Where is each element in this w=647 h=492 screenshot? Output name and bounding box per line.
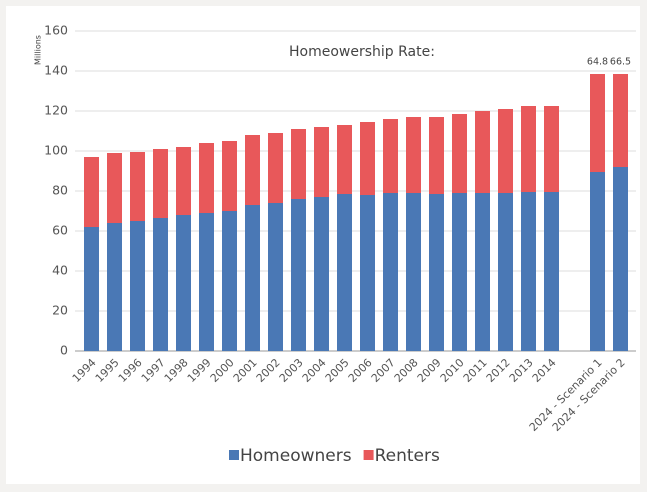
bar-segment [245, 205, 260, 351]
bar-segment [475, 111, 490, 193]
bar-segment [360, 195, 375, 351]
bar-segment [153, 218, 168, 351]
bar-segment [176, 147, 191, 215]
bar-segment [199, 143, 214, 213]
y-tick-label: 20 [52, 303, 68, 318]
y-tick-label: 0 [60, 343, 68, 358]
bar-segment [153, 149, 168, 218]
bar-segment [544, 192, 559, 351]
bar-segment [84, 227, 99, 351]
legend-swatch [229, 450, 239, 460]
bar-segment [314, 127, 329, 197]
bar-segment [199, 213, 214, 351]
bar-segment [383, 193, 398, 351]
y-tick-label: 60 [52, 223, 68, 238]
bar-segment [613, 167, 628, 351]
bar-segment [498, 193, 513, 351]
y-tick-label: 40 [52, 263, 68, 278]
chart-title: Homeowership Rate: [289, 44, 435, 60]
bar-segment [107, 223, 122, 351]
annotation: 66.5 [610, 57, 631, 68]
bar-segment [314, 197, 329, 351]
bar-segment [429, 117, 444, 194]
bar-segment [222, 141, 237, 211]
bar-segment [245, 135, 260, 205]
bar-segment [84, 157, 99, 227]
y-tick-label: 100 [44, 143, 68, 158]
bar-segment [383, 119, 398, 193]
bar-segment [406, 193, 421, 351]
y-tick-label: 80 [52, 183, 68, 198]
bar-segment [544, 106, 559, 192]
legend-label: Homeowners [240, 446, 352, 466]
bar-segment [268, 203, 283, 351]
bar-segment [176, 215, 191, 351]
bar-segment [360, 122, 375, 195]
bar-segment [521, 106, 536, 192]
annotation: 64.8 [587, 57, 608, 68]
bar-segment [337, 194, 352, 351]
bar-segment [406, 117, 421, 193]
legend-label: Renters [375, 446, 440, 466]
bar-segment [268, 133, 283, 203]
bar-segment [590, 74, 605, 172]
y-axis-label: Millions [34, 35, 43, 65]
bar-segment [222, 211, 237, 351]
bar-segment [130, 221, 145, 351]
y-tick-label: 140 [44, 63, 68, 78]
bar-segment [590, 172, 605, 351]
y-tick-label: 160 [44, 23, 68, 38]
bar-segment [291, 199, 306, 351]
bar-segment [452, 193, 467, 351]
legend-swatch [363, 450, 374, 460]
bar-segment [613, 74, 628, 167]
bar-segment [107, 153, 122, 223]
bar-segment [429, 194, 444, 351]
bar-segment [498, 109, 513, 193]
bar-segment [475, 193, 490, 351]
y-tick-label: 120 [44, 103, 68, 118]
bar-segment [521, 192, 536, 351]
bar-segment [452, 114, 467, 193]
bar-segment [130, 152, 145, 221]
bar-segment [291, 129, 306, 199]
bar-segment [337, 125, 352, 194]
